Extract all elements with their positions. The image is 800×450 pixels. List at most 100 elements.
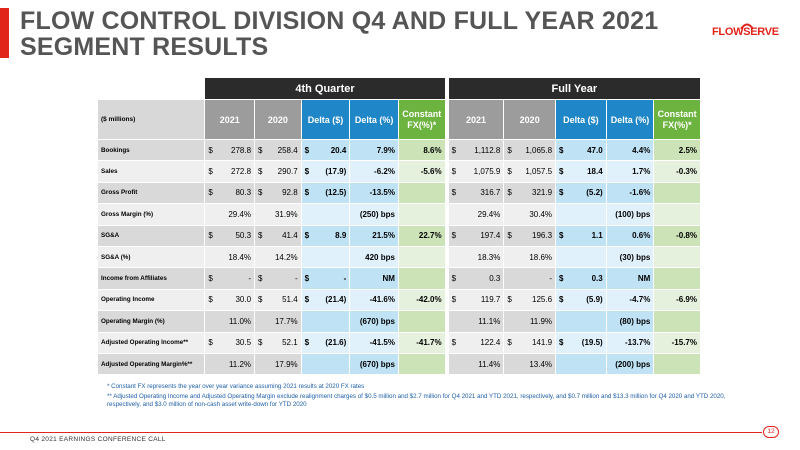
group-header-q4: 4th Quarter: [204, 77, 446, 100]
cell-value: -: [549, 274, 553, 284]
column-gap: [444, 160, 449, 183]
column-gap: [444, 267, 449, 290]
cell-value: 316.7: [480, 188, 501, 198]
fy-2020-cell: $125.6: [503, 288, 557, 312]
currency-symbol: $: [304, 145, 310, 155]
cell-value: 278.8: [231, 145, 252, 155]
cell-value: 22.7%: [418, 231, 442, 241]
row-label: Bookings: [96, 138, 206, 162]
fy-constant-fx-cell: [653, 310, 701, 333]
column-gap: [444, 203, 449, 226]
cell-value: -: [294, 274, 298, 284]
cell-value: 21.5%: [372, 231, 395, 241]
fy-2020-cell: -: [503, 267, 557, 290]
fy-delta-dollar-cell: $47.0: [555, 138, 607, 162]
table-row: Income from Affiliates $ - $ - $ - NM $0.3- $0.3 N…: [96, 267, 701, 290]
q4-delta-dollar-cell: [300, 245, 351, 269]
fy-constant-fx-cell: -15.7%: [653, 331, 701, 354]
column-gap: [444, 353, 449, 375]
fy-constant-fx-cell: -0.8%: [653, 224, 701, 247]
cell-value: 258.4: [277, 145, 298, 155]
column-gap: [444, 332, 449, 354]
column-gap: [444, 246, 449, 268]
cell-value: -42.0%: [416, 295, 442, 305]
currency-symbol: $: [258, 188, 263, 198]
fy-2021-cell: $1,075.9: [447, 160, 505, 183]
cell-value: 47.0: [587, 145, 603, 155]
row-label: Operating Margin (%): [96, 310, 206, 333]
q4-delta-pct-cell: -41.6%: [349, 288, 399, 312]
cell-value: 18.4%: [228, 252, 252, 262]
currency-symbol: $: [208, 188, 213, 198]
cell-value: -5.6%: [420, 167, 442, 177]
q4-2020-cell: 17.7%: [254, 310, 302, 333]
cell-value: (30) bps: [619, 252, 651, 262]
cell-value: 125.6: [532, 295, 553, 305]
cell-value: 31.9%: [274, 209, 298, 219]
fy-2021-cell: 18.3%: [447, 245, 505, 269]
col-header-delta-pct-q4: Delta (%): [349, 99, 399, 140]
table-row: Operating Margin (%) 11.0% 17.7% (670) bps 1…: [96, 310, 701, 333]
cell-value: 29.4%: [228, 209, 252, 219]
currency-symbol: $: [304, 274, 310, 284]
cell-value: -0.3%: [676, 167, 697, 177]
cell-value: NM: [382, 274, 395, 284]
table-row: Bookings $278.8 $258.4 $20.4 7.9% 8.6% $1,112.…: [96, 138, 701, 162]
q4-2020-cell: $51.4: [254, 288, 302, 312]
currency-symbol: $: [451, 295, 457, 305]
q4-2021-cell: 11.0%: [204, 310, 256, 333]
q4-delta-pct-cell: 420 bps: [349, 245, 399, 269]
footnote-adjusted: ** Adjusted Operating Income and Adjuste…: [107, 392, 726, 409]
cell-value: 122.4: [480, 338, 501, 348]
q4-delta-dollar-cell: $20.4: [300, 138, 351, 162]
cell-value: 51.4: [282, 295, 298, 305]
cell-value: 8.9: [335, 231, 347, 241]
table-row: SG&A $50.3 $41.4 $8.9 21.5% 22.7% $197.4 $196.3…: [96, 224, 701, 247]
q4-2021-cell: $ -: [204, 267, 256, 290]
fy-2021-cell: $119.7: [447, 288, 505, 312]
fy-2021-cell: 11.1%: [447, 310, 505, 333]
fy-delta-dollar-cell: [555, 310, 607, 333]
fy-constant-fx-cell: [653, 245, 701, 269]
fy-2020-cell: 30.4%: [503, 203, 557, 226]
q4-2020-cell: 17.9%: [254, 352, 302, 376]
q4-delta-pct-cell: (250) bps: [349, 203, 399, 226]
col-header-2021-q4: 2021: [204, 99, 256, 140]
cell-value: 0.6%: [632, 231, 651, 241]
fy-2020-cell: $321.9: [503, 181, 557, 205]
cell-value: -4.7%: [629, 295, 651, 305]
currency-symbol: $: [507, 295, 512, 305]
footnote-constant-fx: * Constant FX represents the year over y…: [107, 383, 365, 390]
q4-delta-dollar-cell: [300, 352, 351, 376]
row-label: Operating Income: [96, 288, 206, 312]
cell-value: 13.4%: [529, 359, 553, 369]
currency-symbol: $: [451, 231, 457, 241]
table-row: Adjusted Operating Income** $30.5 $52.1 $ (2…: [96, 331, 701, 354]
cell-value: (670) bps: [359, 359, 395, 369]
currency-symbol: $: [559, 338, 564, 348]
q4-2020-cell: $92.8: [254, 181, 302, 205]
logo-text: FLOWSERVE: [712, 26, 779, 38]
cell-value: 11.4%: [478, 359, 501, 369]
q4-delta-dollar-cell: $ -: [300, 267, 351, 290]
col-header-delta-dollar-fy: Delta ($): [555, 99, 607, 140]
cell-value: 321.9: [532, 188, 553, 198]
fy-delta-dollar-cell: $18.4: [555, 160, 607, 183]
currency-symbol: $: [507, 167, 512, 177]
q4-2020-cell: 14.2%: [254, 245, 302, 269]
fy-delta-pct-cell: NM: [605, 267, 655, 290]
cell-value: 1,057.5: [525, 167, 553, 177]
table-row: Sales $272.8 $290.7 $ (17.9) -6.2% -5.6% $1,075…: [96, 160, 701, 183]
q4-constant-fx-cell: 22.7%: [397, 224, 446, 247]
q4-delta-pct-cell: 7.9%: [349, 138, 399, 162]
cell-value: 20.4: [330, 145, 347, 155]
cell-value: 1.7%: [632, 167, 651, 177]
cell-value: -13.5%: [369, 188, 395, 198]
row-label: Gross Margin (%): [96, 203, 206, 226]
constant-fx-line1: Constant: [657, 108, 697, 119]
fy-2020-cell: 18.6%: [503, 245, 557, 269]
q4-2021-cell: $272.8: [204, 160, 256, 183]
q4-delta-dollar-cell: $ (17.9): [300, 160, 351, 183]
table-row: Operating Income $30.0 $51.4 $ (21.4) -41.6% -…: [96, 288, 701, 312]
cell-value: 272.8: [231, 167, 252, 177]
